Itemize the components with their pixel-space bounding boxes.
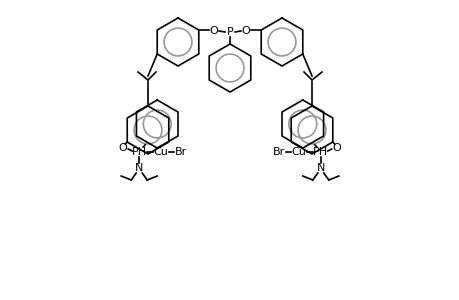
Text: O: O	[332, 143, 341, 153]
Text: N: N	[316, 163, 324, 173]
Text: Cu: Cu	[291, 147, 306, 157]
Text: PH: PH	[131, 147, 146, 157]
Text: Br: Br	[175, 147, 187, 157]
Text: Cu: Cu	[153, 147, 168, 157]
Text: O: O	[118, 143, 127, 153]
Text: O: O	[241, 26, 250, 36]
Text: O: O	[209, 26, 218, 36]
Text: PH: PH	[313, 147, 328, 157]
Text: P: P	[226, 27, 233, 37]
Text: Br: Br	[272, 147, 284, 157]
Text: N: N	[135, 163, 143, 173]
